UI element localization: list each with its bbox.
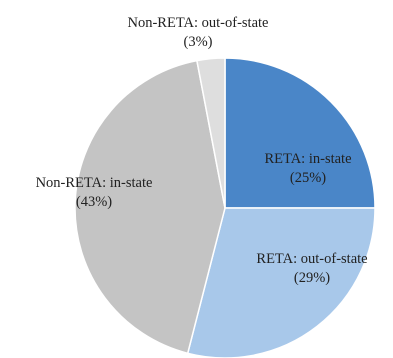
slice-value-reta-in-state: (25%) [290,170,326,186]
pie-slice-reta-in-state [224,57,376,209]
pie-labels: RETA: in-state (25%) RETA: out-of-state … [36,15,368,286]
slice-value-non-reta-in-state: (43%) [76,194,112,210]
slice-value-non-reta-out-of-state: (3%) [184,34,213,50]
pie-slice-non-reta-in-state [74,59,226,355]
slice-label-reta-out-of-state: RETA: out-of-state [256,251,367,267]
slice-label-reta-in-state: RETA: in-state [264,151,351,167]
pie-slice-non-reta-out-of-state [196,57,226,209]
pie-slices [74,57,376,358]
slice-label-non-reta-out-of-state: Non-RETA: out-of-state [128,15,269,31]
slice-label-non-reta-in-state: Non-RETA: in-state [36,175,153,191]
slice-value-reta-out-of-state: (29%) [294,270,330,286]
